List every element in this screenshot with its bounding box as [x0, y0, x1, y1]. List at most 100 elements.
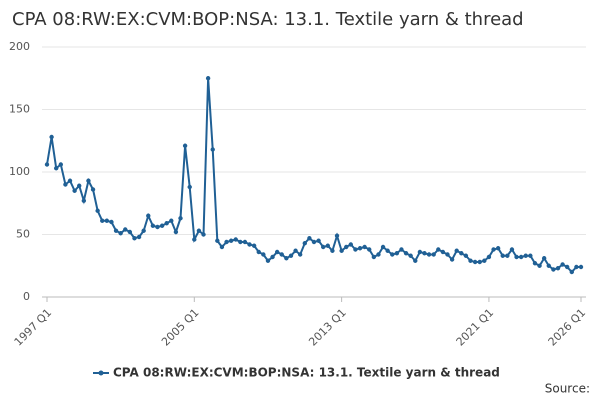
data-point: [58, 162, 64, 167]
data-point: [514, 254, 519, 260]
data-point: [339, 248, 344, 253]
data-point: [265, 258, 271, 263]
data-point: [169, 218, 174, 223]
data-point: [376, 252, 381, 257]
data-point: [233, 237, 238, 242]
y-tick-label: 0: [23, 290, 30, 303]
data-point: [403, 251, 409, 256]
x-tick-label: 2005 Q1: [159, 306, 202, 349]
legend-marker: [98, 370, 104, 376]
data-point: [353, 247, 358, 252]
data-point: [297, 252, 303, 257]
data-point: [270, 254, 275, 260]
data-point: [159, 223, 165, 228]
data-point: [394, 251, 400, 256]
data-point: [205, 76, 211, 81]
data-point: [284, 256, 289, 261]
data-point: [413, 258, 418, 263]
data-point: [123, 227, 128, 232]
data-point: [436, 247, 441, 252]
legend-label: CPA 08:RW:EX:CVM:BOP:NSA: 13.1. Textile …: [113, 366, 500, 380]
data-point: [201, 232, 206, 237]
data-point: [518, 254, 524, 260]
data-point: [86, 178, 91, 183]
data-point: [385, 248, 390, 253]
data-point: [541, 256, 547, 261]
data-point: [574, 264, 579, 270]
data-point: [72, 188, 77, 193]
data-point: [192, 237, 197, 242]
data-point: [334, 233, 340, 238]
data-point: [127, 229, 133, 235]
x-tick-label: 1997 Q1: [12, 306, 55, 349]
data-point: [500, 253, 505, 258]
data-point: [307, 236, 312, 241]
data-point: [182, 143, 188, 148]
data-point: [77, 183, 82, 188]
data-point: [362, 244, 367, 250]
data-point: [164, 221, 169, 226]
data-point: [256, 249, 261, 255]
data-point: [95, 208, 100, 213]
data-point: [293, 248, 298, 253]
data-point: [468, 258, 473, 263]
data-point: [348, 242, 354, 247]
data-point: [551, 267, 556, 272]
data-point: [215, 238, 220, 243]
data-point: [288, 253, 294, 258]
data-point: [390, 252, 395, 257]
data-point: [228, 238, 234, 243]
data-point: [408, 253, 413, 258]
data-point: [150, 223, 156, 228]
source: Source:: [545, 382, 590, 396]
data-point: [330, 248, 335, 253]
data-point: [100, 218, 105, 223]
data-point: [371, 254, 377, 260]
data-point: [311, 239, 317, 245]
data-point: [491, 247, 496, 252]
y-tick-label: 200: [9, 40, 30, 53]
data-point: [495, 246, 501, 251]
data-point: [560, 262, 565, 267]
data-point: [537, 263, 542, 268]
data-point: [251, 243, 257, 248]
data-point: [445, 252, 450, 257]
data-point: [146, 213, 151, 218]
data-point: [44, 162, 50, 167]
data-point: [380, 244, 386, 250]
data-point: [104, 218, 110, 223]
data-point: [546, 263, 551, 268]
data-point: [49, 134, 54, 140]
data-point: [325, 243, 331, 248]
data-point: [505, 253, 510, 258]
data-point: [247, 242, 252, 247]
data-point: [417, 249, 423, 255]
data-point: [523, 253, 528, 258]
data-point: [357, 246, 363, 251]
data-point: [173, 229, 179, 235]
x-tick-label: 2013 Q1: [306, 306, 349, 349]
data-point: [187, 184, 192, 190]
data-point: [210, 147, 215, 152]
data-point: [54, 166, 59, 171]
data-point: [564, 264, 570, 270]
data-point: [81, 198, 87, 203]
data-point: [440, 249, 446, 255]
data-point: [155, 224, 160, 230]
data-point: [136, 234, 142, 240]
data-point: [569, 269, 574, 275]
data-point: [279, 252, 284, 257]
data-point: [224, 239, 229, 245]
data-point: [242, 239, 248, 245]
data-point: [67, 178, 73, 183]
chart-title: CPA 08:RW:EX:CVM:BOP:NSA: 13.1. Textile …: [12, 9, 524, 30]
data-point: [196, 228, 202, 233]
data-point: [367, 247, 372, 252]
data-point: [90, 187, 96, 192]
data-point: [509, 247, 515, 252]
data-point: [141, 228, 146, 233]
data-point: [454, 248, 459, 253]
data-point: [302, 241, 307, 246]
data-point: [132, 236, 137, 241]
